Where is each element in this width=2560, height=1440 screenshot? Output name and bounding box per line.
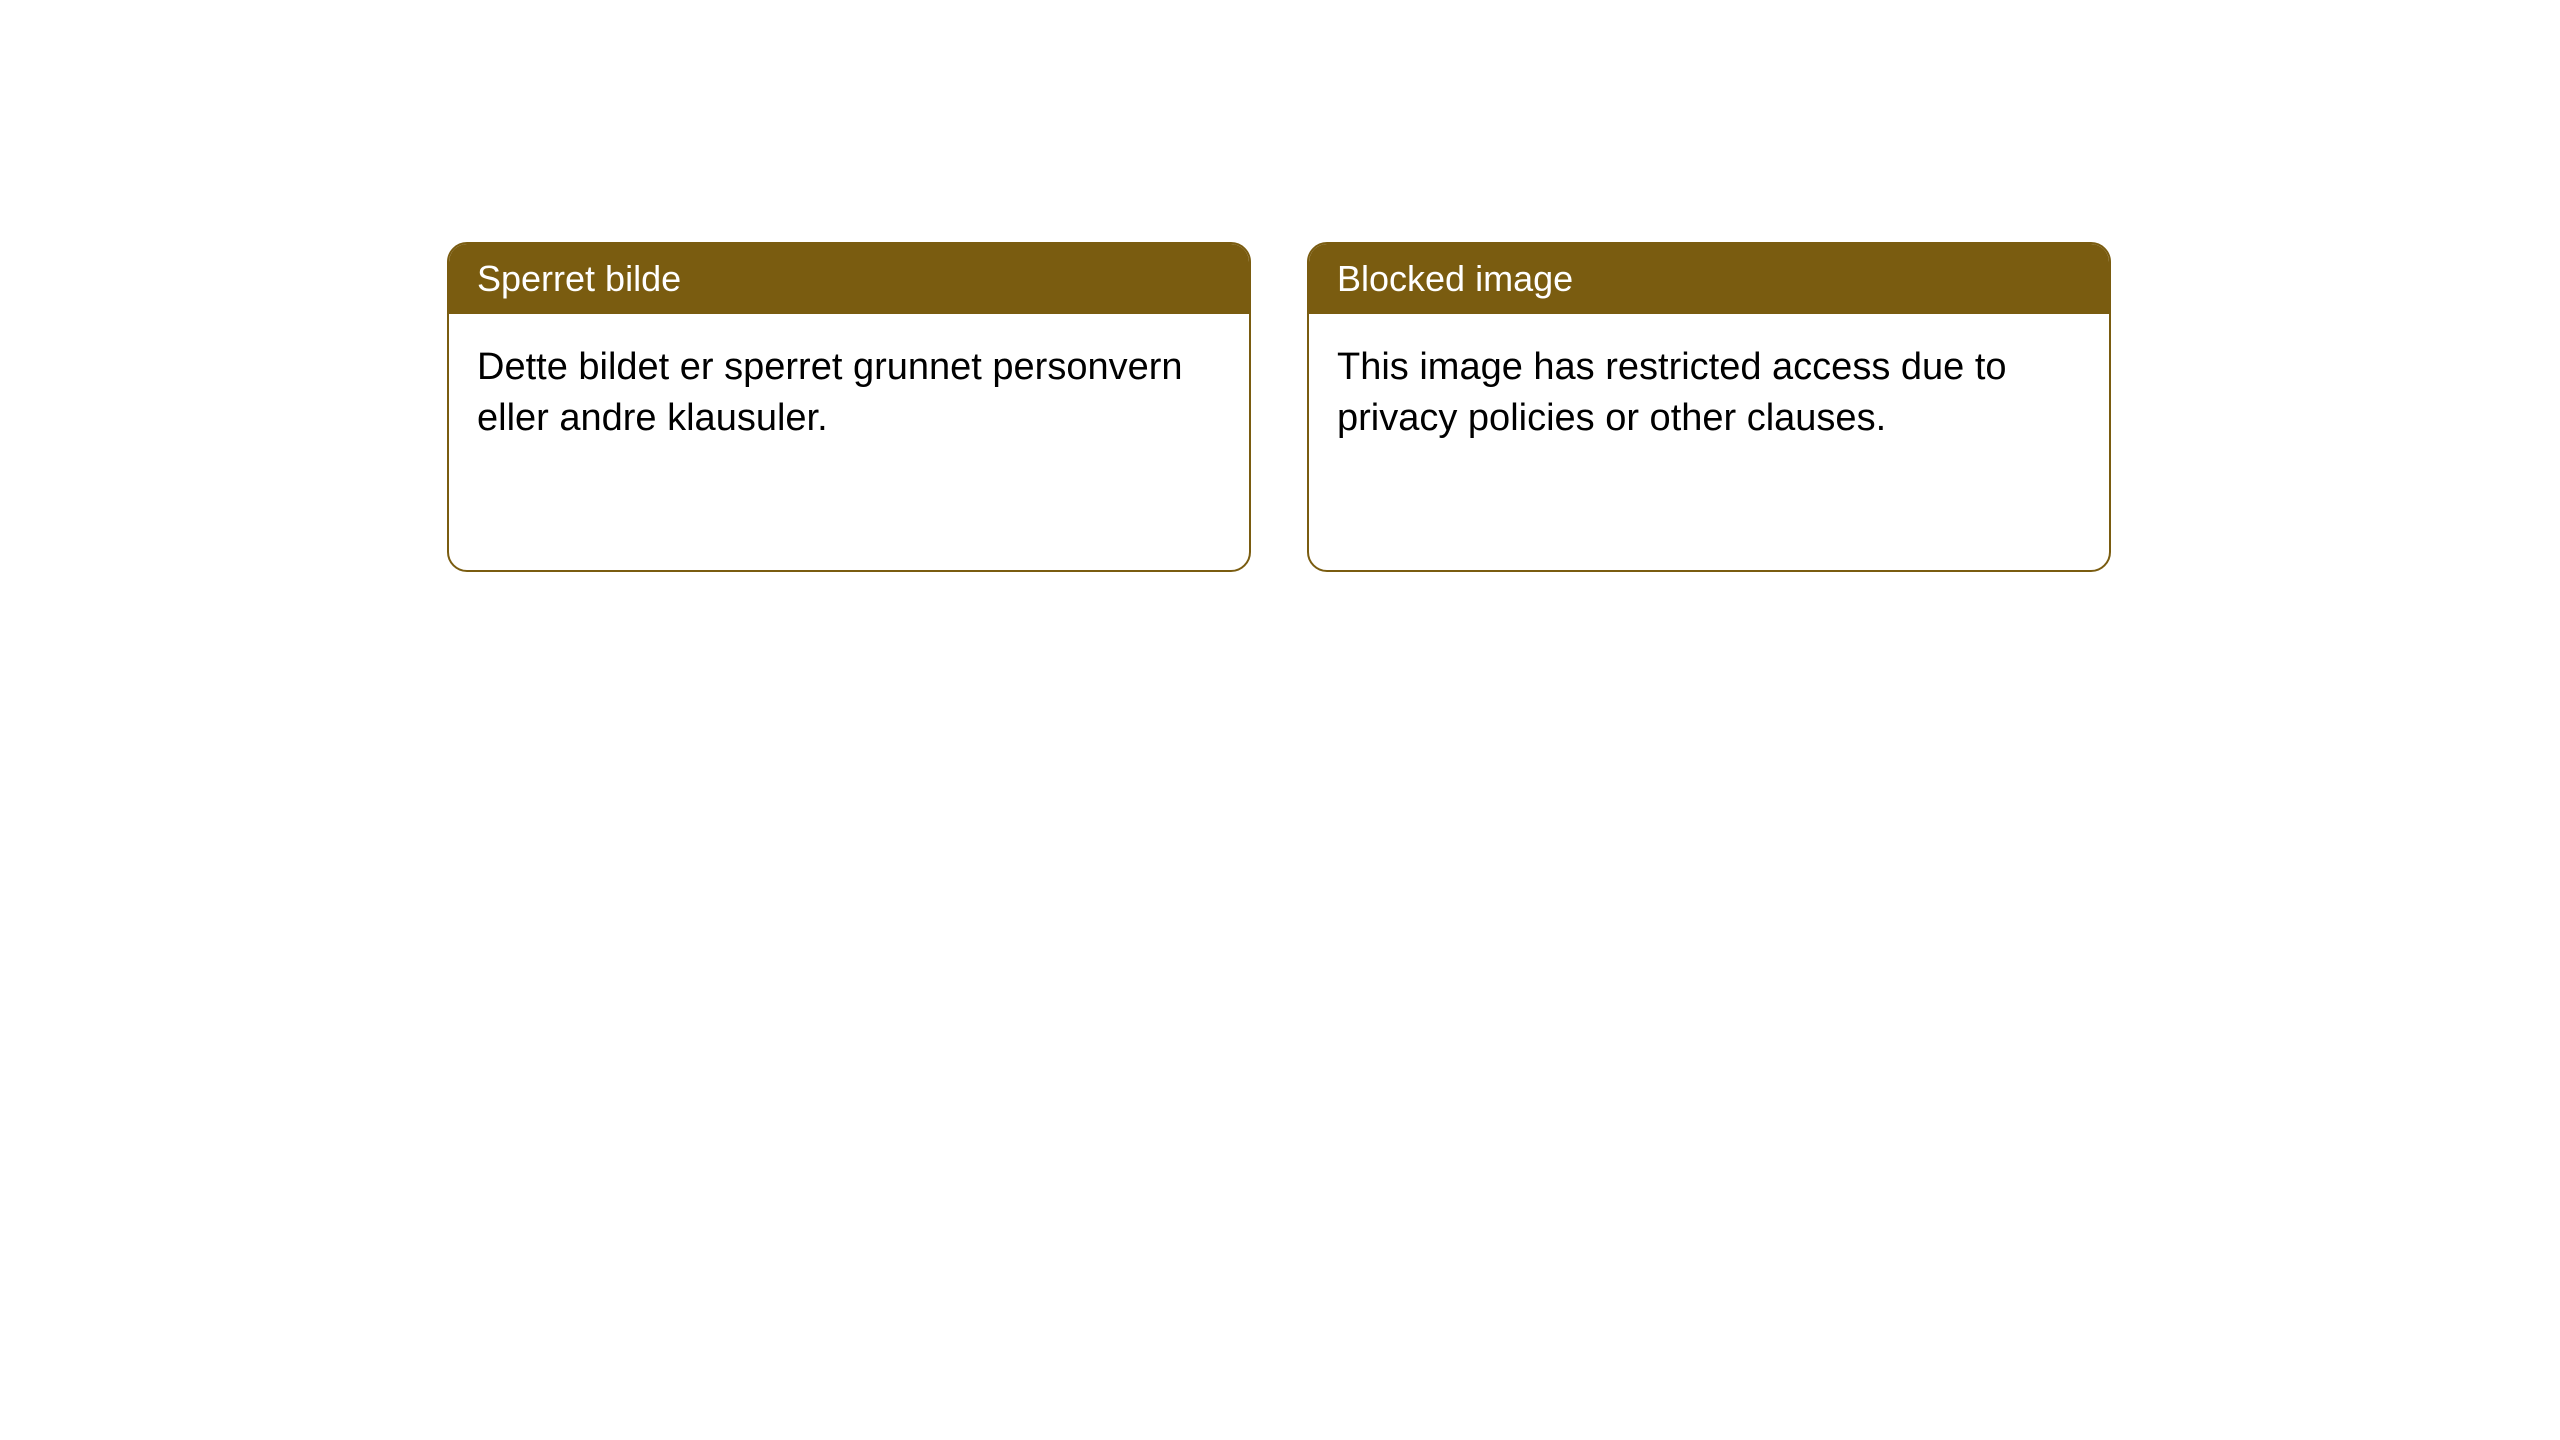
notice-body: Dette bildet er sperret grunnet personve… (449, 314, 1249, 473)
notice-card-norwegian: Sperret bilde Dette bildet er sperret gr… (447, 242, 1251, 572)
notice-title: Sperret bilde (449, 244, 1249, 314)
notice-container: Sperret bilde Dette bildet er sperret gr… (447, 242, 2111, 572)
notice-body: This image has restricted access due to … (1309, 314, 2109, 473)
notice-card-english: Blocked image This image has restricted … (1307, 242, 2111, 572)
notice-title: Blocked image (1309, 244, 2109, 314)
